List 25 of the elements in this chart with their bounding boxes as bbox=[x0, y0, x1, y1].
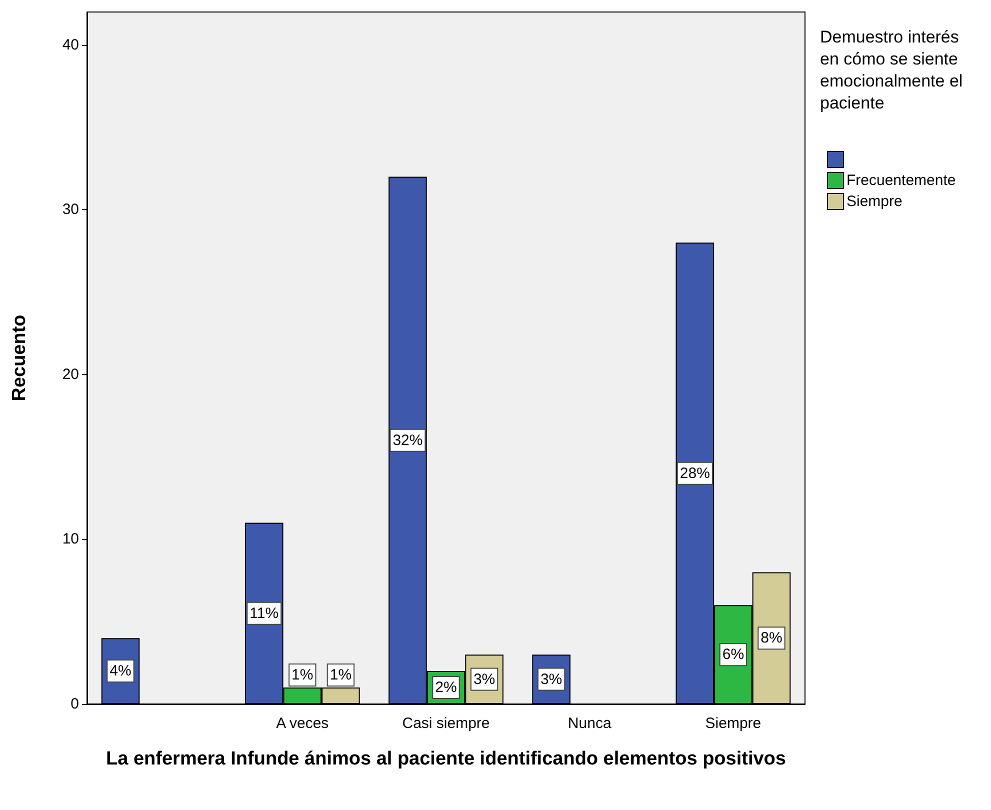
data-label: 3% bbox=[540, 670, 562, 688]
data-label: 8% bbox=[760, 630, 782, 647]
data-label: 32% bbox=[392, 432, 423, 449]
legend-label: Frecuentemente bbox=[846, 172, 956, 189]
data-label: 3% bbox=[473, 670, 496, 688]
y-axis-title: Recuento bbox=[9, 314, 30, 402]
y-tick-label: 0 bbox=[70, 696, 79, 712]
x-tick-label: Nunca bbox=[568, 715, 612, 732]
y-tick-label: 40 bbox=[62, 36, 79, 54]
legend-label: Siempre bbox=[846, 193, 902, 210]
legend-title: Demuestro interés en cómo se siente emocionalmente el paciente bbox=[820, 28, 968, 112]
y-tick-label: 30 bbox=[62, 201, 79, 218]
data-label: 6% bbox=[722, 646, 744, 664]
data-label: 2% bbox=[435, 679, 457, 696]
x-tick-label: Casi siempre bbox=[402, 715, 490, 732]
data-label: 28% bbox=[680, 464, 710, 482]
x-axis-title: La enfermera Infunde ánimos al paciente identificando elementos positivos bbox=[106, 748, 786, 770]
data-label: 11% bbox=[250, 604, 279, 622]
x-tick-label: Siempre bbox=[705, 715, 762, 732]
y-tick-label: 10 bbox=[62, 530, 79, 548]
data-label: 1% bbox=[330, 666, 352, 684]
x-tick-label: A veces bbox=[276, 715, 329, 732]
data-label: 1% bbox=[292, 666, 314, 684]
data-label: 4% bbox=[110, 662, 132, 680]
y-tick-label: 20 bbox=[62, 366, 79, 383]
